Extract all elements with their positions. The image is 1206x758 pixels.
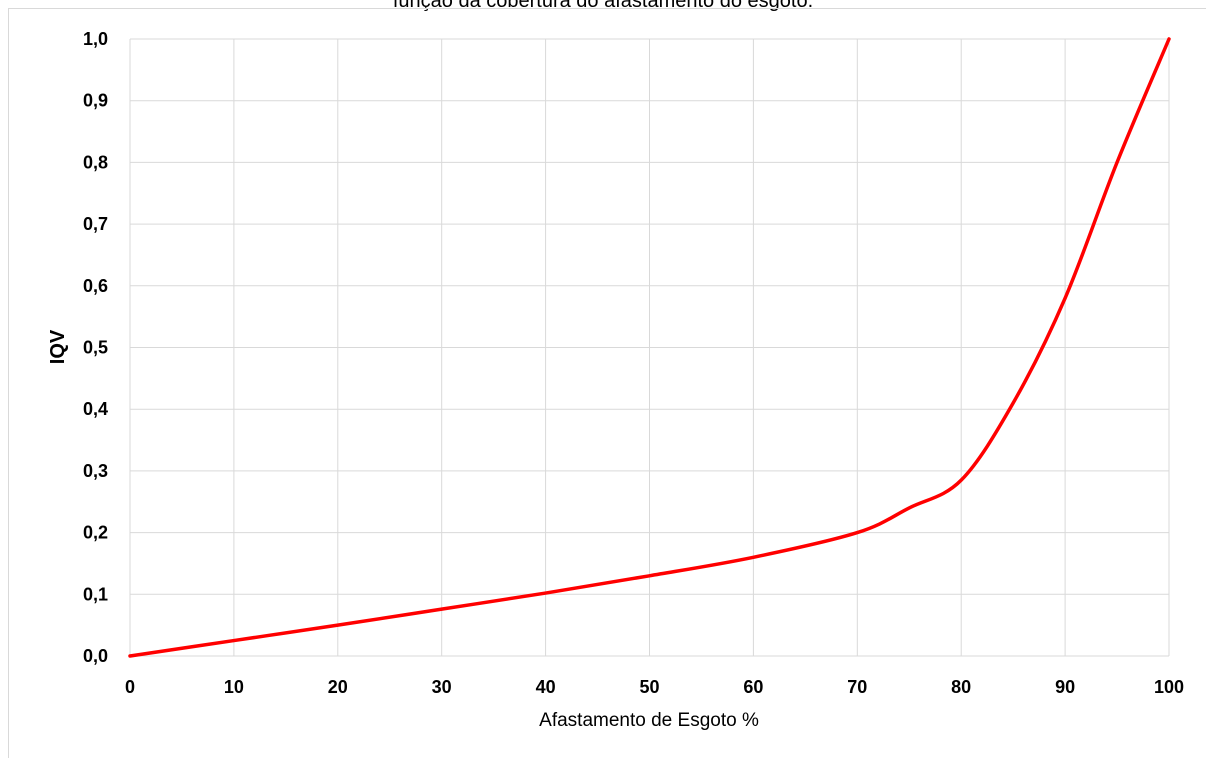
x-tick-label: 20 [328,677,348,697]
y-tick-label: 0,2 [83,523,108,543]
y-tick-label: 1,0 [83,29,108,49]
y-tick-label: 0,4 [83,399,108,419]
x-tick-label: 70 [847,677,867,697]
x-tick-label: 50 [639,677,659,697]
chart-caption: função da cobertura do afastamento do es… [392,0,814,12]
y-tick-label: 0,5 [83,338,108,358]
y-tick-label: 0,6 [83,276,108,296]
x-tick-label: 30 [432,677,452,697]
y-tick-label: 0,9 [83,91,108,111]
x-tick-label: 80 [951,677,971,697]
x-tick-label: 90 [1055,677,1075,697]
y-tick-label: 0,0 [83,646,108,666]
x-tick-label: 100 [1154,677,1184,697]
y-axis-label: IQV [47,329,69,364]
y-tick-label: 0,1 [83,584,108,604]
tick-labels: 0 10 20 30 40 50 60 70 80 90 100 0,0 0,1 0,2 0,3 0,4 0,5… [83,29,1184,697]
x-tick-label: 10 [224,677,244,697]
frame-left-border [8,8,9,758]
x-axis-label: Afastamento de Esgoto % [539,710,759,731]
x-tick-label: 0 [125,677,135,697]
frame-top-border [8,8,1206,9]
grid-layer [129,38,1170,657]
y-tick-label: 0,3 [83,461,108,481]
series-layer [128,37,1171,658]
iqv-series-line [128,37,1171,658]
y-tick-label: 0,7 [83,214,108,234]
x-tick-label: 60 [743,677,763,697]
y-tick-label: 0,8 [83,152,108,172]
x-tick-label: 40 [536,677,556,697]
